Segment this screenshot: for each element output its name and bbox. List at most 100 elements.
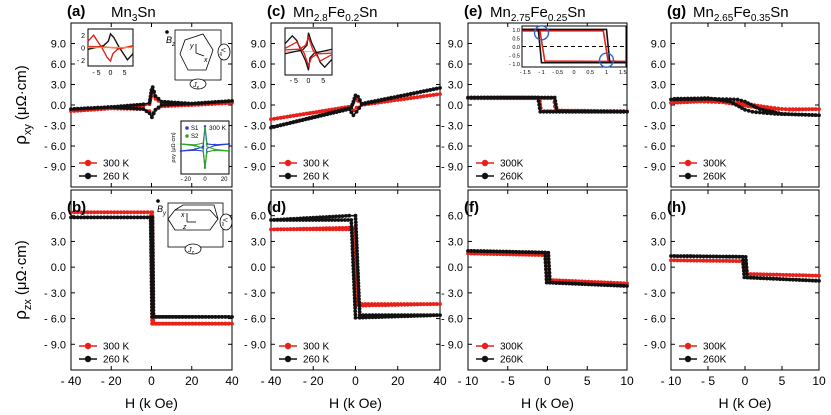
series-260-down-marker: [109, 105, 114, 109]
series-260-down-marker: [715, 97, 720, 102]
series-300-down-marker: [180, 321, 185, 326]
series-260-down-marker: [615, 109, 620, 114]
series-260-down-marker: [351, 267, 356, 271]
sample-hexagon: [179, 33, 214, 71]
series-300-down-marker: [472, 251, 477, 256]
series-300-down-marker: [431, 302, 436, 306]
series-260-up-marker: [135, 103, 139, 107]
series-260-up-marker: [355, 258, 360, 263]
voltmeter-icon: [217, 43, 231, 61]
series-300-down-marker: [438, 302, 442, 306]
series-260-down-marker: [599, 283, 604, 287]
ytick-label: - 9.0: [44, 339, 66, 351]
series-260-down-marker: [712, 97, 717, 101]
series-300-down-marker: [734, 259, 739, 263]
inset-ytick-label: 0.5: [512, 36, 520, 42]
series-300-down-marker: [210, 321, 214, 326]
series-260-down-marker: [482, 95, 487, 100]
series-260-down-marker: [709, 96, 714, 101]
inset-xtick-label: - 1.5: [520, 70, 531, 76]
series-260-down-marker: [351, 276, 356, 281]
xlabel: H (k Oe): [329, 395, 382, 411]
series-300-down-marker: [190, 321, 195, 326]
series-260-down-marker: [469, 95, 474, 100]
series-300-down-marker: [278, 115, 283, 120]
series-260-down-marker: [149, 292, 154, 297]
series-260-down-marker: [476, 95, 480, 100]
inset-series-reverse: [284, 34, 333, 71]
series-260-up-marker: [334, 214, 338, 219]
series-260-down-marker: [341, 108, 345, 113]
series-260-down-marker: [695, 254, 699, 259]
series-300-down-marker: [406, 302, 410, 307]
panel-b-legend-label: 300 K: [103, 342, 129, 353]
series-260-down-marker: [363, 101, 367, 106]
series-260-down-marker: [149, 231, 153, 236]
series-260-down-marker: [132, 215, 137, 220]
panel-f-legend-label: 300K: [500, 342, 524, 353]
panel-label: (f): [464, 199, 479, 216]
series-260-down-marker: [92, 106, 97, 110]
series-260-up-marker: [351, 99, 356, 104]
series-260-down-marker: [757, 110, 762, 115]
series-260-down-marker: [688, 254, 693, 259]
ytick-label: - 3.0: [441, 121, 463, 133]
material-subscript: 2.8: [314, 13, 328, 24]
series-260-down-marker: [573, 109, 578, 114]
series-300-down-marker: [85, 210, 90, 215]
series-260-down-marker: [343, 218, 347, 222]
material-title: Mn2.65Fe0.35Sn: [693, 4, 789, 24]
panel-h: 6.0 3.0 0.0 - 3.0 - 6.0 - 9.0 - 10 - 5 0 5 10 (h) 30…: [644, 189, 826, 411]
inset-ytick-label: 1.0: [512, 28, 520, 34]
series-300-down-marker: [765, 105, 770, 109]
series-300-down-marker: [330, 227, 335, 232]
series-260-down-marker: [349, 231, 354, 235]
series-300-down-marker: [399, 302, 404, 307]
inset-xtick-label: 1.5: [619, 70, 627, 76]
series-300-down-marker: [337, 227, 342, 232]
series-260-down-marker: [160, 315, 165, 319]
series-300-down-marker: [718, 259, 722, 263]
series-260-up-marker: [745, 272, 749, 276]
ytick-label: 6.0: [51, 211, 66, 223]
series-260-down-marker: [366, 101, 371, 105]
series-260-down-marker: [149, 247, 154, 252]
series-300-down-marker: [787, 273, 792, 277]
series-260-down-marker: [216, 315, 221, 319]
series-260-down-marker: [339, 218, 344, 222]
series-300-down-marker: [772, 106, 777, 110]
series-300-down-marker: [396, 303, 401, 307]
series-300-down-marker: [536, 253, 541, 257]
voltmeter-icon: [219, 213, 233, 231]
series-260-up-marker: [355, 245, 359, 250]
series-260-down-marker: [203, 315, 208, 319]
series-260-down-marker: [333, 218, 338, 222]
series-260-down-marker: [734, 103, 738, 107]
panel-b-legend-marker: [84, 355, 92, 363]
series-300-down-marker: [731, 259, 735, 263]
series-260-down-marker: [511, 250, 515, 254]
series-260-down-marker: [512, 95, 517, 100]
series-260-down-marker: [364, 315, 368, 320]
xtick-label: - 20: [303, 374, 324, 388]
panel-d-legend-marker: [284, 355, 292, 363]
series-260-down-marker: [353, 306, 357, 310]
series-260-up-marker: [159, 99, 164, 104]
field-subscript: y: [162, 211, 167, 217]
series-260-down-marker: [352, 299, 357, 304]
series-260-down-marker: [529, 95, 534, 100]
axis-x-label: x: [203, 57, 208, 64]
series-260-down-marker: [148, 221, 153, 226]
xtick-label: 20: [391, 374, 405, 388]
series-300-down-marker: [794, 273, 799, 278]
series-300-down-marker: [438, 92, 442, 96]
series-260-down-marker: [781, 277, 786, 282]
series-300-down-marker: [797, 273, 802, 278]
series-260-down-marker: [216, 99, 221, 104]
series-260-up-marker: [539, 95, 544, 100]
series-260-down-marker: [393, 314, 397, 319]
series-260-down-marker: [75, 215, 80, 220]
series-260-down-marker: [294, 218, 299, 222]
series-260-down-marker: [351, 113, 356, 118]
inset-ytick-label: 0.0: [512, 45, 520, 51]
